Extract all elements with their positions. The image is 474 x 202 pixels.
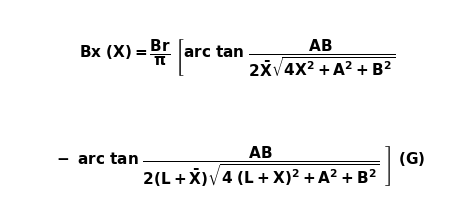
Text: $\mathbf{\left.\ -\ arc\ tan\ \dfrac{AB}{2(L+\bar{X})\sqrt{4\ (L + X)^2 + A^2 + : $\mathbf{\left.\ -\ arc\ tan\ \dfrac{AB}… [49,143,425,187]
Text: $\mathbf{Bx\ (X) = \dfrac{Br}{\pi}\ \left[arc\ tan\ \dfrac{AB}{2\bar{X}\sqrt{4X^: $\mathbf{Bx\ (X) = \dfrac{Br}{\pi}\ \lef… [79,37,395,78]
